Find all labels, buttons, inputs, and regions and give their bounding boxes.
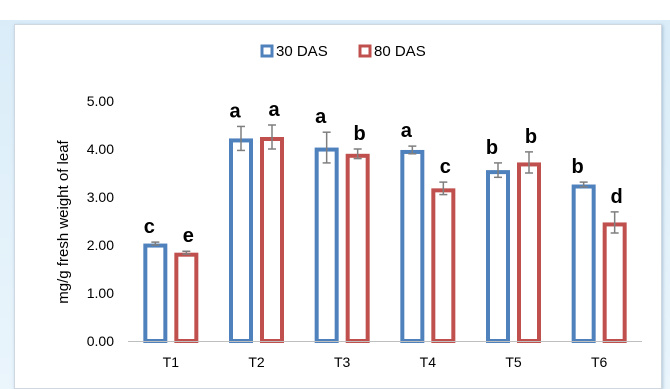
significance-letter: b: [354, 123, 366, 145]
bar-30-das-t5: [486, 170, 510, 343]
significance-letter: a: [229, 100, 241, 122]
legend-swatch: [260, 44, 274, 58]
bar-30-das-t4: [400, 149, 425, 343]
y-tick-label: 2.00: [87, 237, 114, 253]
y-tick-label: 3.00: [87, 189, 114, 205]
bars: [143, 137, 627, 343]
bar-30-das-t1: [143, 243, 168, 343]
legend-swatch: [358, 44, 372, 58]
significance-letter: b: [572, 156, 584, 178]
x-tick-label: T4: [420, 354, 437, 370]
significance-letter: d: [611, 186, 623, 208]
bar-80-das-t5: [517, 162, 541, 343]
y-tick-label: 5.00: [87, 93, 114, 109]
significance-letter: b: [525, 126, 537, 148]
bar-80-das-t3: [345, 153, 370, 343]
error-bars: [151, 124, 619, 255]
bar-30-das-t2: [229, 138, 253, 343]
x-axis-ticks: T1 T2 T3 T4 T5 T6: [163, 354, 608, 370]
bar-80-das-t1: [174, 252, 199, 343]
x-tick-label: T2: [248, 354, 265, 370]
bar-30-das-t3: [314, 147, 339, 343]
legend-label: 30 DAS: [276, 43, 328, 60]
x-tick-label: T6: [591, 354, 608, 370]
cropped-caption-strip: [0, 0, 670, 20]
x-tick-label: T1: [163, 354, 180, 370]
significance-letter: e: [183, 225, 194, 247]
significance-letter: c: [144, 216, 155, 238]
significance-letter: a: [401, 120, 413, 142]
significance-letter: a: [268, 99, 280, 121]
bar-80-das-t2: [260, 137, 284, 343]
bar-80-das-t6: [602, 222, 627, 343]
significance-letter: c: [440, 156, 451, 178]
significance-letter: b: [486, 137, 498, 159]
y-tick-label: 0.00: [87, 333, 114, 349]
y-tick-label: 4.00: [87, 141, 114, 157]
x-tick-label: T5: [505, 354, 522, 370]
legend: 30 DAS 80 DAS: [260, 43, 426, 60]
bar-80-das-t4: [431, 188, 456, 343]
y-axis-label: mg/g fresh weight of leaf: [55, 139, 72, 303]
y-axis-ticks: 0.00 1.00 2.00 3.00 4.00 5.00: [87, 93, 114, 349]
significance-letter: a: [315, 106, 327, 128]
y-tick-label: 1.00: [87, 285, 114, 301]
significance-letters: c e a a a b a c b b b d: [144, 99, 623, 247]
x-tick-label: T3: [334, 354, 351, 370]
bar-30-das-t6: [571, 184, 596, 343]
legend-label: 80 DAS: [374, 43, 426, 60]
